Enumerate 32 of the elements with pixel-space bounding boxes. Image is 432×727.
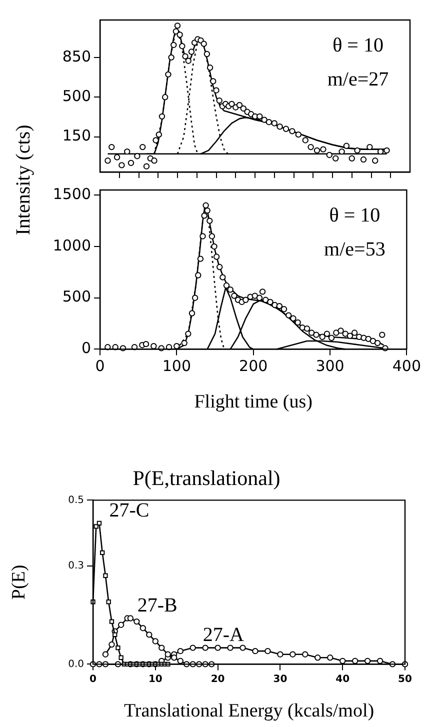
y-tick-label: 1000 [52, 236, 91, 254]
series-label: 27-B [137, 594, 178, 617]
x-tick-label: 50 [398, 674, 412, 685]
y-tick-label: 0.3 [68, 560, 84, 572]
x-tick-label: 100 [162, 357, 191, 376]
y-axis-title: P(E) [8, 564, 30, 600]
x-tick-label: 300 [316, 357, 344, 376]
x-tick-label: 30 [273, 674, 288, 685]
x-tick-label: 20 [210, 674, 225, 685]
y-axis-title: Intensity (cts) [12, 124, 36, 236]
y-tick-label: 500 [62, 288, 91, 306]
y-tick-label: 0.5 [68, 494, 84, 506]
annotation: m/e=27 [327, 68, 389, 90]
annotation: θ = 10 [329, 204, 380, 226]
y-tick-label: 850 [62, 47, 91, 66]
y-tick-label: 1500 [52, 185, 91, 204]
annotation: θ = 10 [332, 34, 384, 56]
x-tick-label: 400 [392, 357, 422, 376]
y-tick-label: 0 [81, 339, 91, 358]
chart-title: P(E,translational) [132, 466, 280, 490]
x-tick-label: 40 [336, 674, 350, 685]
x-axis-title: Translational Energy (kcals/mol) [124, 700, 374, 722]
x-tick-label: 10 [148, 674, 162, 685]
series-label: 27-C [109, 499, 150, 522]
x-axis-title: Flight time (us) [194, 392, 312, 413]
y-tick-label: 500 [62, 87, 91, 106]
x-tick-label: 0 [95, 357, 105, 376]
y-tick-label: 150 [62, 126, 91, 145]
y-tick-label: 0.0 [68, 658, 84, 670]
x-tick-label: 200 [239, 357, 268, 376]
annotation: m/e=53 [324, 238, 386, 260]
series-label: 27-A [202, 624, 244, 646]
